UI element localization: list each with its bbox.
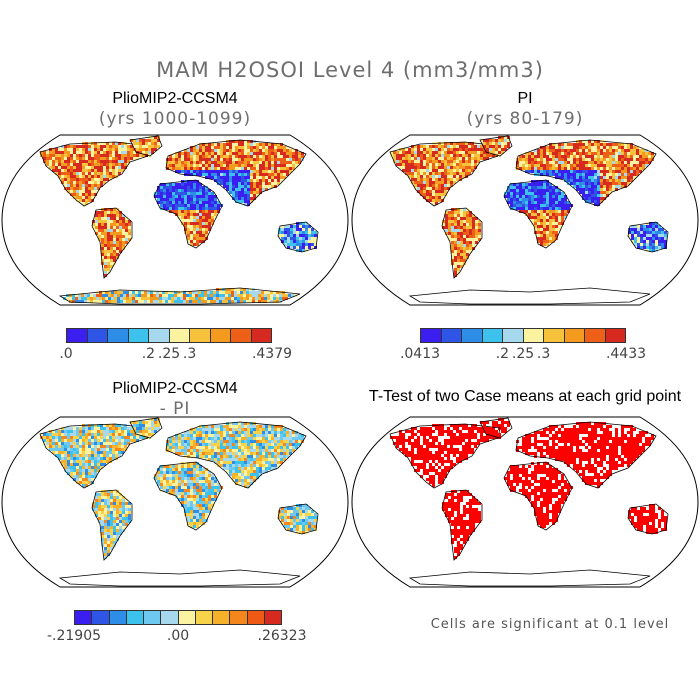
continent-eurasia	[165, 139, 307, 207]
figure-title: MAM H2OSOI Level 4 (mm3/mm3)	[156, 58, 544, 82]
continent-greenland	[129, 135, 163, 157]
colorbar-swatch	[482, 329, 503, 342]
colorbar-swatch	[523, 329, 544, 342]
colorbar-tick-label: .0413	[399, 346, 441, 362]
colorbar-swatch	[462, 329, 483, 342]
continent-africa	[153, 461, 223, 531]
continent-antarctica	[58, 569, 301, 587]
colorbar-swatch	[67, 329, 88, 342]
colorbar-tick-label: .25	[511, 346, 535, 362]
colorbar-swatch	[503, 329, 524, 342]
continent-north-america	[389, 423, 501, 489]
colorbar-swatch	[585, 329, 606, 342]
colorbar-tick-label: .4379	[251, 346, 293, 362]
continent-africa	[503, 461, 573, 531]
continent-australia	[627, 221, 669, 253]
map-bottom-left	[1, 416, 349, 588]
panel-title-top-right: PI	[517, 90, 533, 107]
colorbar-swatch	[169, 329, 190, 342]
colorbar-tick-label: .2	[495, 346, 510, 362]
colorbar-swatch	[87, 329, 108, 342]
map-top-left	[1, 134, 349, 306]
colorbar-swatch	[178, 611, 196, 624]
colorbar-top-right	[420, 328, 626, 343]
continent-australia	[627, 503, 669, 535]
colorbar-swatch	[264, 611, 281, 624]
map-bottom-right	[351, 416, 699, 588]
colorbar-top-left	[66, 328, 272, 343]
panel-subtitle-top-left: (yrs 1000-1099)	[98, 109, 252, 129]
colorbar-tick-label: .3	[182, 346, 197, 362]
colorbar-swatch	[441, 329, 462, 342]
colorbar-swatch	[247, 611, 265, 624]
colorbar-swatch	[190, 329, 211, 342]
continent-australia	[277, 503, 319, 535]
colorbar-ticks-top-left: .0 .2.25.3 .4379	[59, 346, 292, 362]
colorbar-tick-label: .4433	[605, 346, 647, 362]
colorbar-swatch	[126, 611, 144, 624]
continent-north-america	[389, 141, 501, 207]
panel-subtitle-bottom-left: - PI	[159, 399, 191, 419]
colorbar-swatch	[421, 329, 442, 342]
panel-title-top-left: PlioMIP2-CCSM4	[112, 90, 238, 107]
significance-footnote: Cells are significant at 0.1 level	[430, 617, 670, 632]
continent-south-america	[441, 207, 483, 279]
colorbar-swatch	[210, 329, 231, 342]
colorbar-swatch	[251, 329, 271, 342]
continent-south-america	[91, 207, 133, 279]
colorbar-tick-label: .26323	[257, 628, 307, 644]
colorbar-swatch	[149, 329, 170, 342]
colorbar-tick-label: .0	[59, 346, 73, 362]
continent-africa	[503, 179, 573, 249]
colorbar-tick-label: .00	[166, 628, 190, 644]
colorbar-swatch	[109, 611, 127, 624]
colorbar-ticks-top-right: .0413 .2.25.3 .4433	[400, 346, 646, 362]
panel-title-bottom-left: PlioMIP2-CCSM4	[112, 380, 238, 397]
continent-greenland	[479, 135, 513, 157]
colorbar-swatch	[75, 611, 93, 624]
colorbar-tick-label: .3	[536, 346, 551, 362]
map-top-right	[351, 134, 699, 306]
continent-south-america	[91, 489, 133, 561]
colorbar-swatch	[231, 329, 252, 342]
colorbar-swatch	[213, 611, 231, 624]
continent-greenland	[479, 417, 513, 439]
colorbar-bottom-left	[74, 610, 282, 625]
colorbar-swatch	[195, 611, 213, 624]
panel-subtitle-top-right: (yrs 80-179)	[466, 109, 584, 129]
continent-antarctica	[58, 287, 301, 305]
colorbar-tick-label: .25	[157, 346, 181, 362]
colorbar-tick-label: -.21905	[46, 628, 102, 644]
continent-eurasia	[515, 421, 657, 489]
colorbar-swatch	[605, 329, 625, 342]
continent-eurasia	[165, 421, 307, 489]
continent-eurasia	[515, 139, 657, 207]
colorbar-swatch	[564, 329, 585, 342]
continent-south-america	[441, 489, 483, 561]
colorbar-swatch	[128, 329, 149, 342]
continent-australia	[277, 221, 319, 253]
colorbar-swatch	[161, 611, 179, 624]
colorbar-swatch	[544, 329, 565, 342]
colorbar-swatch	[230, 611, 248, 624]
continent-antarctica	[408, 569, 651, 587]
colorbar-ticks-bottom-left: -.21905 .00 .26323	[47, 628, 307, 644]
colorbar-tick-label: .2	[141, 346, 156, 362]
continent-greenland	[129, 417, 163, 439]
continent-antarctica	[408, 287, 651, 305]
colorbar-swatch	[144, 611, 162, 624]
continent-africa	[153, 179, 223, 249]
colorbar-swatch	[108, 329, 129, 342]
panel-title-bottom-right: T-Test of two Case means at each grid po…	[368, 388, 682, 405]
colorbar-swatch	[92, 611, 110, 624]
